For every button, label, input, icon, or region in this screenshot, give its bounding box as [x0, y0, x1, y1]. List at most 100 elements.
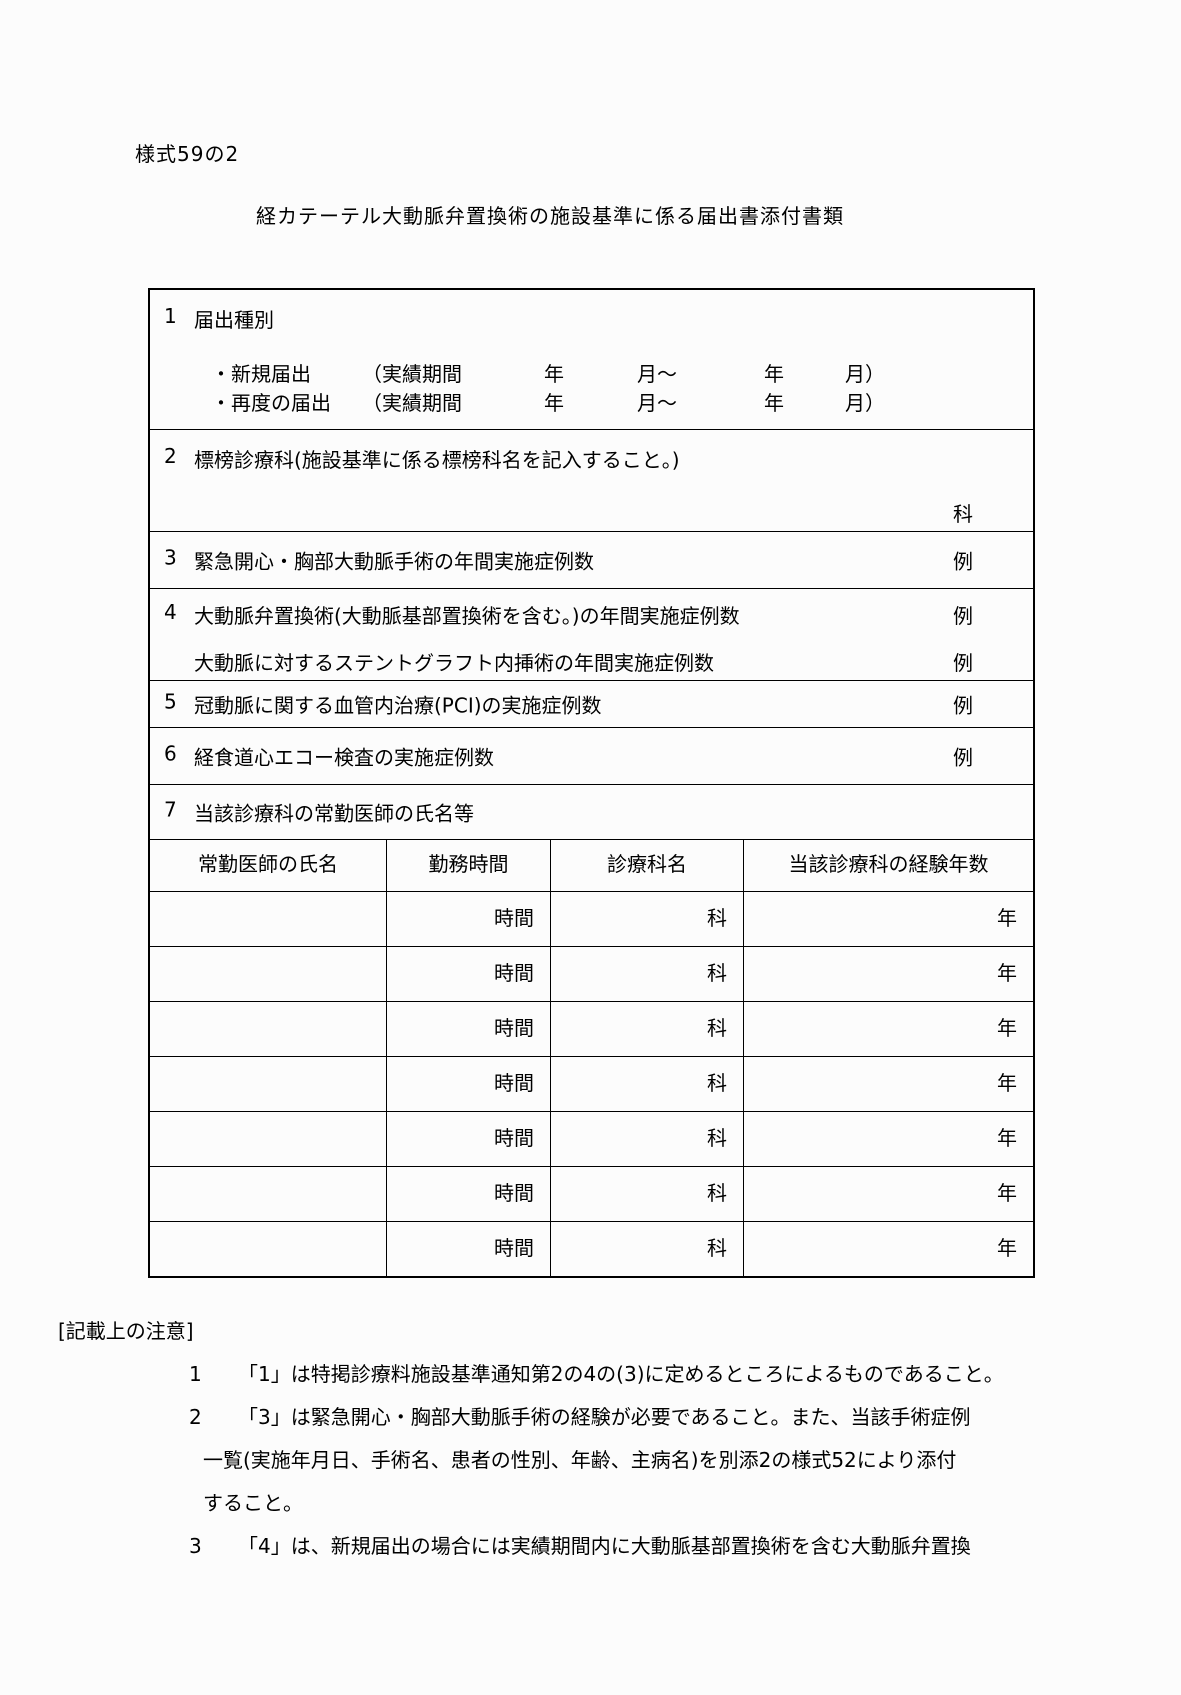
section-emergency-surgery-cases: 3 緊急開心・胸部大動脈手術の年間実施症例数 例 [150, 531, 1033, 588]
table-row: 時間 科 年 [150, 1221, 1033, 1276]
section-heading: 大動脈弁置換術(大動脈基部置換術を含む。)の年間実施症例数 [194, 604, 740, 628]
section-heading: 当該診療科の常勤医師の氏名等 [194, 801, 474, 826]
section-physicians-heading: 7 当該診療科の常勤医師の氏名等 [150, 784, 1033, 839]
physician-name-cell[interactable] [150, 947, 386, 1001]
month-from-label: 月～ [637, 391, 677, 415]
section-number: 2 [164, 444, 177, 468]
option-new-notification: ・新規届出 （実績期間 年 月～ 年 月） [150, 358, 1033, 386]
years-unit-cell[interactable]: 年 [743, 1002, 1033, 1056]
section-number: 5 [164, 689, 177, 714]
hours-unit-cell[interactable]: 時間 [386, 947, 550, 1001]
note-number: 1 [189, 1362, 202, 1386]
table-row: 時間 科 年 [150, 1001, 1033, 1056]
document-title: 経カテーテル大動脈弁置換術の施設基準に係る届出書添付書類 [256, 204, 844, 228]
month-to-label: 月） [845, 362, 885, 386]
col-header-dept: 診療科名 [550, 840, 743, 891]
year-to-label: 年 [764, 362, 784, 386]
years-unit-cell[interactable]: 年 [743, 1057, 1033, 1111]
cases-unit-label: 例 [953, 549, 973, 574]
years-unit-cell[interactable]: 年 [743, 1112, 1033, 1166]
physician-table: 常勤医師の氏名 勤務時間 診療科名 当該診療科の経験年数 時間 科 年 時間 科… [150, 839, 1033, 1276]
section-number: 3 [164, 545, 177, 570]
note-item: 3 「4」は、新規届出の場合には実績期間内に大動脈基部置換術を含む大動脈弁置換 [148, 1525, 1088, 1568]
section-tee-cases: 6 経食道心エコー検査の実施症例数 例 [150, 727, 1033, 784]
department-unit-label: 科 [953, 502, 973, 526]
hours-unit-cell[interactable]: 時間 [386, 1167, 550, 1221]
note-number: 3 [189, 1534, 202, 1558]
note-item: 2 「3」は緊急開心・胸部大動脈手術の経験が必要であること。また、当該手術症例 … [148, 1396, 1088, 1525]
note-text: 「3」は緊急開心・胸部大動脈手術の経験が必要であること。また、当該手術症例 [238, 1405, 971, 1429]
year-from-label: 年 [544, 391, 564, 415]
section-number: 1 [164, 304, 177, 328]
years-unit-cell[interactable]: 年 [743, 892, 1033, 946]
section-heading: 緊急開心・胸部大動脈手術の年間実施症例数 [194, 549, 594, 574]
dept-unit-cell[interactable]: 科 [550, 947, 743, 1001]
section-heading: 届出種別 [194, 308, 274, 332]
physician-name-cell[interactable] [150, 1002, 386, 1056]
option-label[interactable]: ・新規届出 [211, 362, 311, 386]
section-designated-department: 2 標榜診療科(施設基準に係る標榜科名を記入すること。) 科 [150, 429, 1033, 531]
section-heading: 冠動脈に関する血管内治療(PCI)の実施症例数 [194, 693, 602, 718]
physician-name-cell[interactable] [150, 1222, 386, 1276]
note-text: すること。 [203, 1491, 303, 1515]
dept-unit-cell[interactable]: 科 [550, 1222, 743, 1276]
section-number: 4 [164, 600, 177, 624]
year-to-label: 年 [764, 391, 784, 415]
dept-unit-cell[interactable]: 科 [550, 1057, 743, 1111]
dept-unit-cell[interactable]: 科 [550, 892, 743, 946]
section-valve-replacement-cases: 4 大動脈弁置換術(大動脈基部置換術を含む。)の年間実施症例数 例 大動脈に対す… [150, 588, 1033, 680]
note-number: 2 [189, 1405, 202, 1429]
note-item: 1 「1」は特掲診療料施設基準通知第2の4の(3)に定めるところによるものである… [148, 1353, 1088, 1396]
section-number: 6 [164, 741, 177, 766]
section-heading: 経食道心エコー検査の実施症例数 [194, 745, 494, 770]
period-prefix-label: （実績期間 [362, 362, 462, 386]
cases-unit-label: 例 [953, 693, 973, 718]
years-unit-cell[interactable]: 年 [743, 1167, 1033, 1221]
dept-unit-cell[interactable]: 科 [550, 1112, 743, 1166]
note-text: 一覧(実施年月日、手術名、患者の性別、年齢、主病名)を別添2の様式52により添付 [203, 1448, 957, 1472]
notes-section: [記載上の注意] 1 「1」は特掲診療料施設基準通知第2の4の(3)に定めるとこ… [58, 1310, 1088, 1568]
table-row: 時間 科 年 [150, 891, 1033, 946]
stent-graft-heading: 大動脈に対するステントグラフト内挿術の年間実施症例数 [194, 651, 714, 675]
physician-name-cell[interactable] [150, 892, 386, 946]
notes-heading: [記載上の注意] [58, 1319, 194, 1343]
col-header-name: 常勤医師の氏名 [198, 852, 338, 876]
section-pci-cases: 5 冠動脈に関する血管内治療(PCI)の実施症例数 例 [150, 680, 1033, 727]
table-row: 時間 科 年 [150, 1166, 1033, 1221]
cases-unit-label: 例 [953, 745, 973, 770]
physician-name-cell[interactable] [150, 1057, 386, 1111]
option-label[interactable]: ・再度の届出 [211, 391, 331, 415]
form-number: 様式59の2 [135, 142, 240, 166]
section-notification-type: 1 届出種別 ・新規届出 （実績期間 年 月～ 年 月） ・再度の届出 （実績期… [150, 290, 1033, 429]
physician-name-cell[interactable] [150, 1167, 386, 1221]
table-row: 時間 科 年 [150, 1111, 1033, 1166]
physician-name-cell[interactable] [150, 1112, 386, 1166]
table-row: 時間 科 年 [150, 946, 1033, 1001]
hours-unit-cell[interactable]: 時間 [386, 892, 550, 946]
cases-unit-label: 例 [953, 604, 973, 628]
table-row: 時間 科 年 [150, 1056, 1033, 1111]
hours-unit-cell[interactable]: 時間 [386, 1112, 550, 1166]
dept-unit-cell[interactable]: 科 [550, 1002, 743, 1056]
main-form-table: 1 届出種別 ・新規届出 （実績期間 年 月～ 年 月） ・再度の届出 （実績期… [148, 288, 1035, 1278]
col-header-years: 当該診療科の経験年数 [743, 840, 1033, 891]
col-header-hours: 勤務時間 [386, 840, 550, 891]
physician-table-header: 常勤医師の氏名 勤務時間 診療科名 当該診療科の経験年数 [150, 840, 1033, 891]
cases-unit-label: 例 [953, 651, 973, 675]
year-from-label: 年 [544, 362, 564, 386]
hours-unit-cell[interactable]: 時間 [386, 1002, 550, 1056]
section-number: 7 [164, 797, 177, 822]
section-heading: 標榜診療科(施設基準に係る標榜科名を記入すること。) [194, 448, 680, 472]
hours-unit-cell[interactable]: 時間 [386, 1057, 550, 1111]
note-text: 「1」は特掲診療料施設基準通知第2の4の(3)に定めるところによるものであること… [238, 1362, 1004, 1386]
hours-unit-cell[interactable]: 時間 [386, 1222, 550, 1276]
dept-unit-cell[interactable]: 科 [550, 1167, 743, 1221]
years-unit-cell[interactable]: 年 [743, 1222, 1033, 1276]
note-text: 「4」は、新規届出の場合には実績期間内に大動脈基部置換術を含む大動脈弁置換 [238, 1534, 971, 1558]
period-prefix-label: （実績期間 [362, 391, 462, 415]
years-unit-cell[interactable]: 年 [743, 947, 1033, 1001]
month-from-label: 月～ [637, 362, 677, 386]
option-renotification: ・再度の届出 （実績期間 年 月～ 年 月） [150, 387, 1033, 415]
month-to-label: 月） [845, 391, 885, 415]
